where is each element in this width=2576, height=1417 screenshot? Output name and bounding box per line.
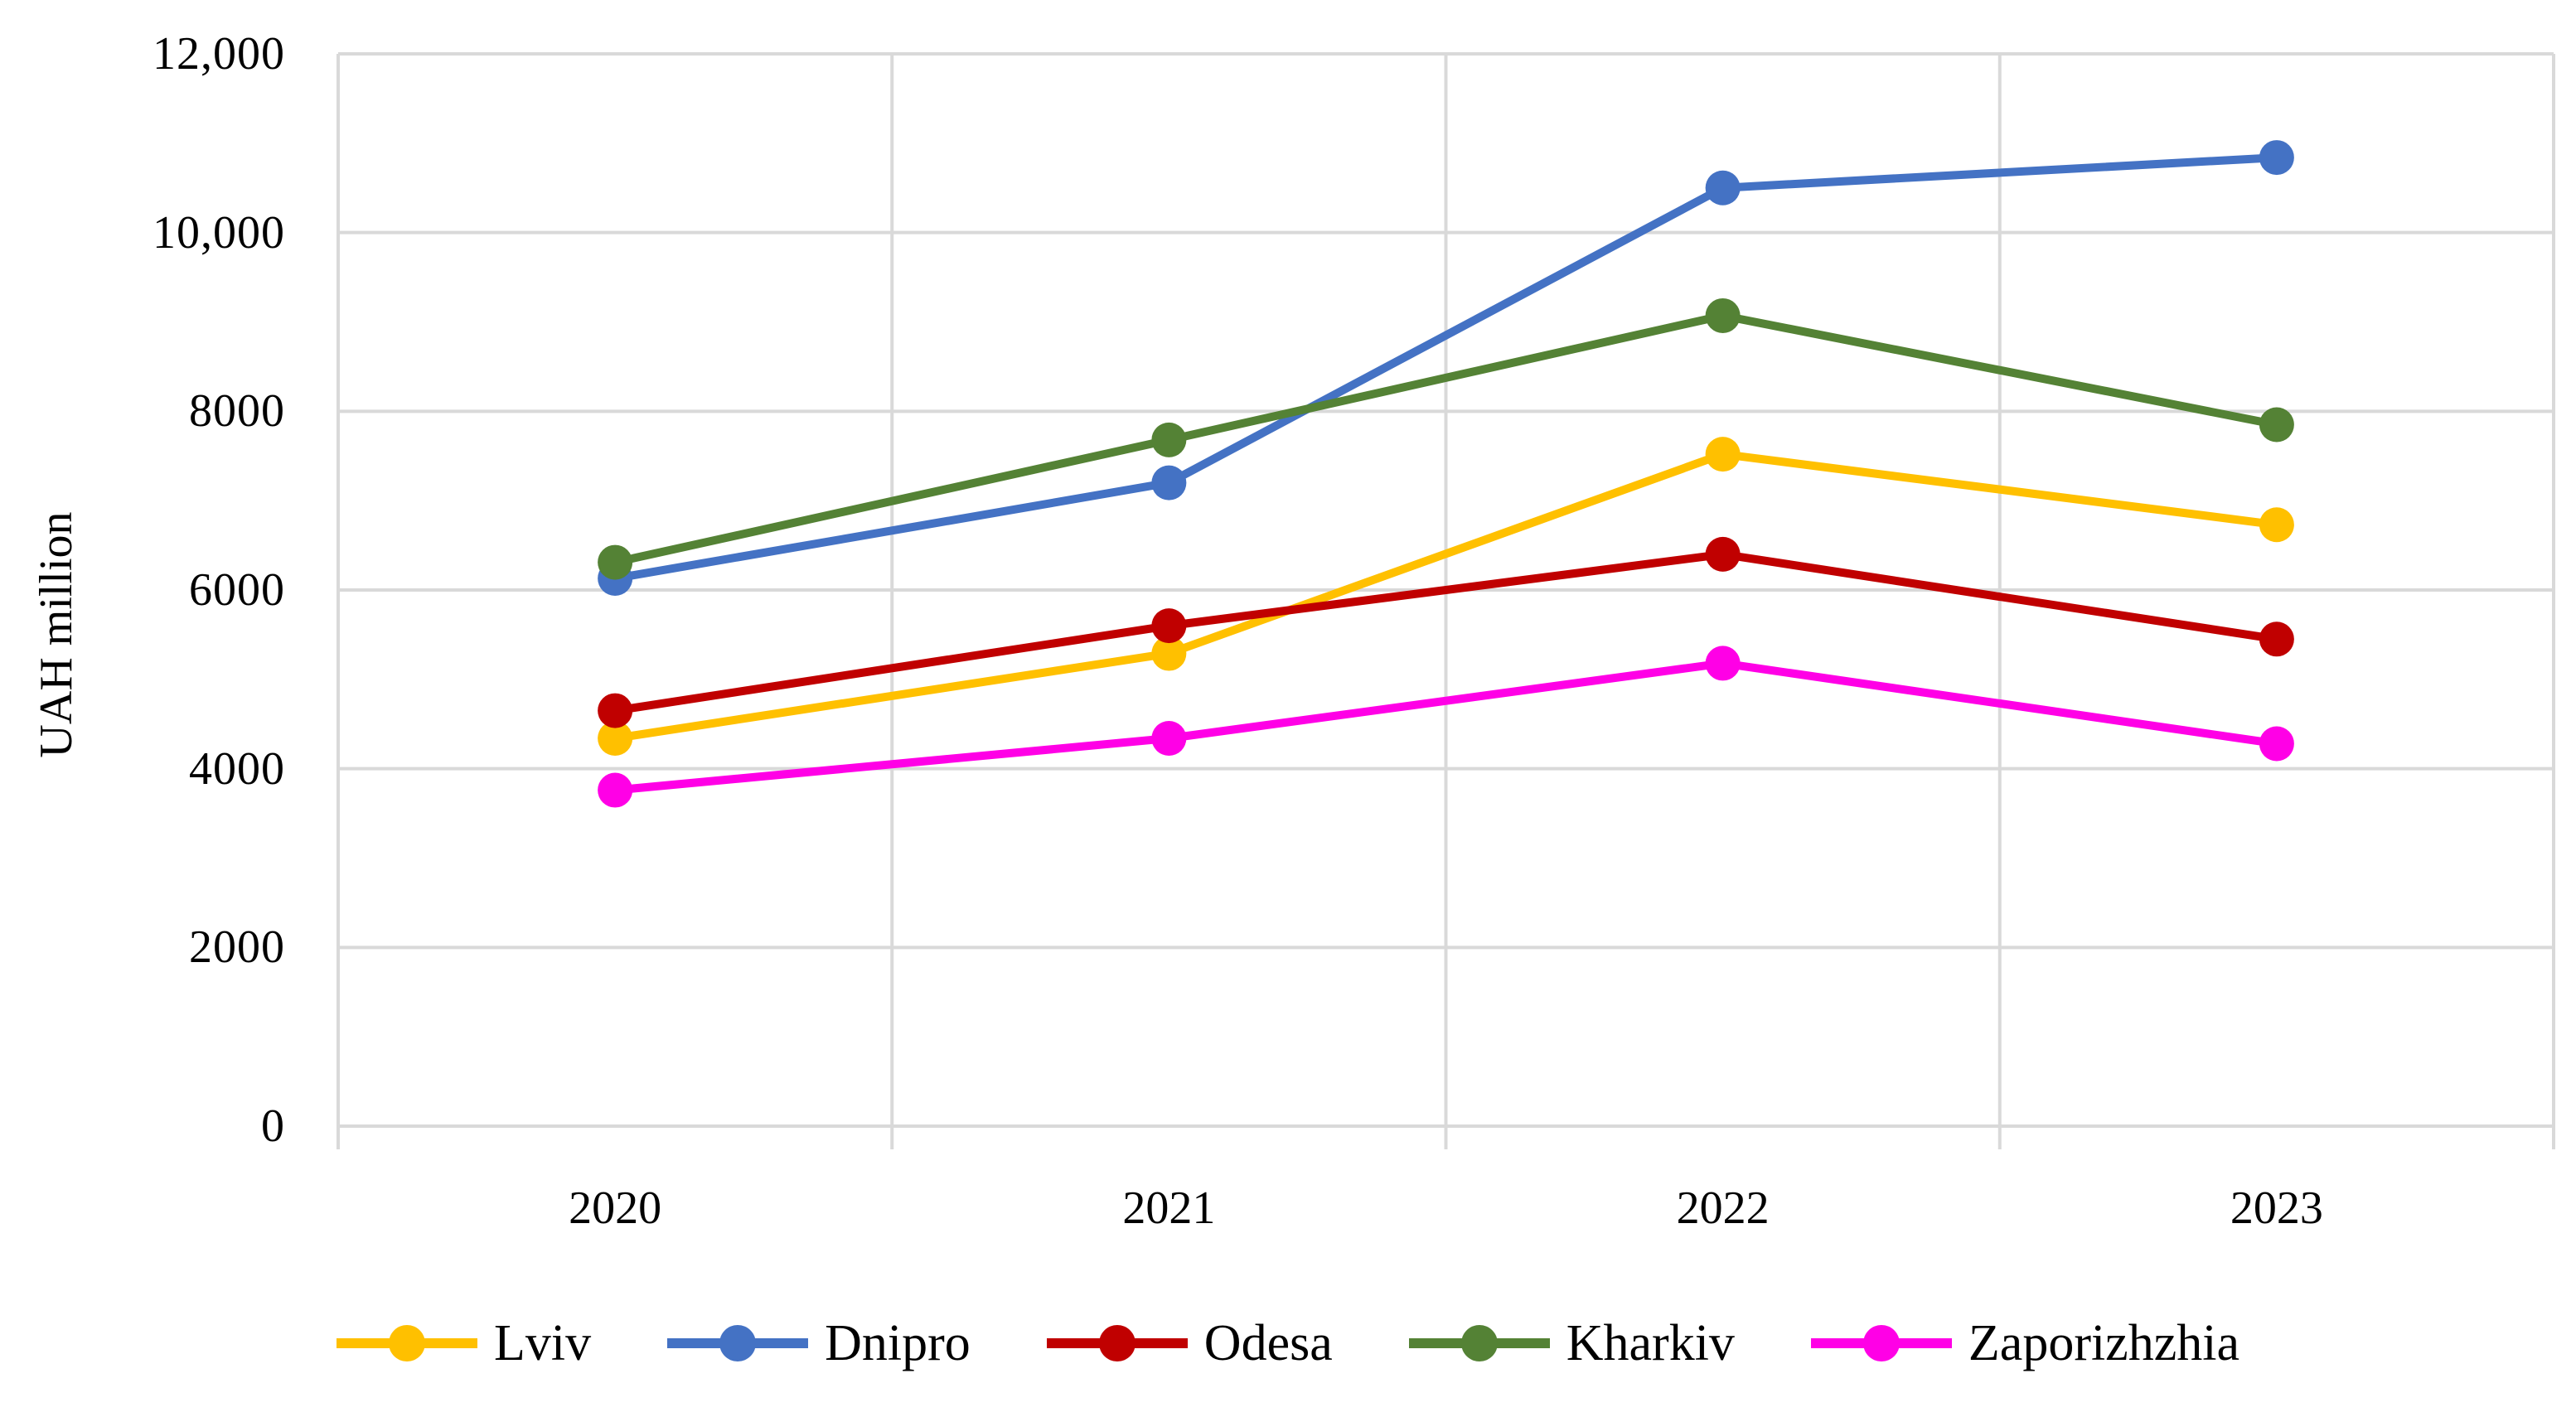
- data-point-zaporizhzhia-2023: [2259, 726, 2294, 762]
- data-point-odesa-2023: [2259, 621, 2294, 657]
- data-point-kharkiv-2020: [598, 544, 633, 580]
- series-line-kharkiv: [614, 311, 2278, 567]
- data-point-kharkiv-2023: [2259, 407, 2294, 443]
- data-point-odesa-2020: [598, 693, 633, 728]
- x-tick-label: 2022: [1676, 1182, 1770, 1234]
- data-point-kharkiv-2021: [1151, 422, 1187, 457]
- data-point-lviv-2023: [2259, 507, 2294, 543]
- gridlines: [337, 52, 2555, 1149]
- data-point-dnipro-2021: [1151, 465, 1187, 501]
- x-tick-label: 2020: [569, 1182, 662, 1234]
- data-point-lviv-2021: [1151, 636, 1187, 671]
- legend-label: Dnipro: [825, 1315, 971, 1371]
- data-point-odesa-2022: [1705, 536, 1741, 572]
- y-tick-label: 2000: [189, 921, 285, 974]
- series-line-zaporizhzhia: [614, 659, 2278, 795]
- y-tick-label: 12,000: [153, 28, 285, 80]
- data-point-zaporizhzhia-2022: [1705, 646, 1741, 681]
- series-line-odesa: [614, 549, 2278, 715]
- y-tick-label: 0: [261, 1100, 285, 1152]
- y-tick-label: 6000: [189, 564, 285, 616]
- legend-label: Kharkiv: [1566, 1315, 1735, 1371]
- legend-label: Lviv: [494, 1315, 592, 1371]
- y-tick-label: 8000: [189, 385, 285, 438]
- y-tick-label: 4000: [189, 742, 285, 795]
- data-point-zaporizhzhia-2021: [1151, 721, 1187, 757]
- data-point-dnipro-2023: [2259, 140, 2294, 176]
- data-point-odesa-2021: [1151, 608, 1187, 644]
- series-line-lviv: [614, 449, 2278, 742]
- legend-item-dnipro: Dnipro: [667, 1314, 971, 1372]
- legend-item-lviv: Lviv: [337, 1314, 591, 1372]
- x-tick-label: 2023: [2230, 1182, 2323, 1234]
- legend-dot: [1460, 1325, 1498, 1361]
- y-tick-label: 10,000: [153, 206, 285, 259]
- data-point-zaporizhzhia-2020: [598, 772, 633, 808]
- legend-label: Odesa: [1203, 1315, 1333, 1371]
- series-line-dnipro: [614, 153, 2278, 583]
- legend-label: Zaporizhzhia: [1968, 1315, 2239, 1371]
- legend-item-odesa: Odesa: [1046, 1314, 1333, 1372]
- legend-dot: [1098, 1325, 1135, 1361]
- data-point-lviv-2022: [1705, 437, 1741, 472]
- legend-dot: [719, 1325, 757, 1361]
- legend-dot: [1862, 1325, 1900, 1361]
- legend-marker-icon: [1408, 1325, 1550, 1361]
- data-point-kharkiv-2022: [1705, 297, 1741, 333]
- data-point-dnipro-2022: [1705, 170, 1741, 206]
- x-tick-label: 2021: [1122, 1182, 1216, 1234]
- legend-item-zaporizhzhia: Zaporizhzhia: [1810, 1314, 2239, 1372]
- legend-marker-icon: [1046, 1325, 1188, 1361]
- legend-marker-icon: [1810, 1325, 1952, 1361]
- legend-marker-icon: [667, 1325, 809, 1361]
- legend-marker-icon: [337, 1325, 478, 1361]
- legend-item-kharkiv: Kharkiv: [1408, 1314, 1735, 1372]
- data-point-lviv-2020: [598, 721, 633, 757]
- chart-legend: Lviv Dnipro Odesa Kharkiv Zaporizhzhia: [0, 1314, 2576, 1372]
- legend-dot: [389, 1325, 426, 1361]
